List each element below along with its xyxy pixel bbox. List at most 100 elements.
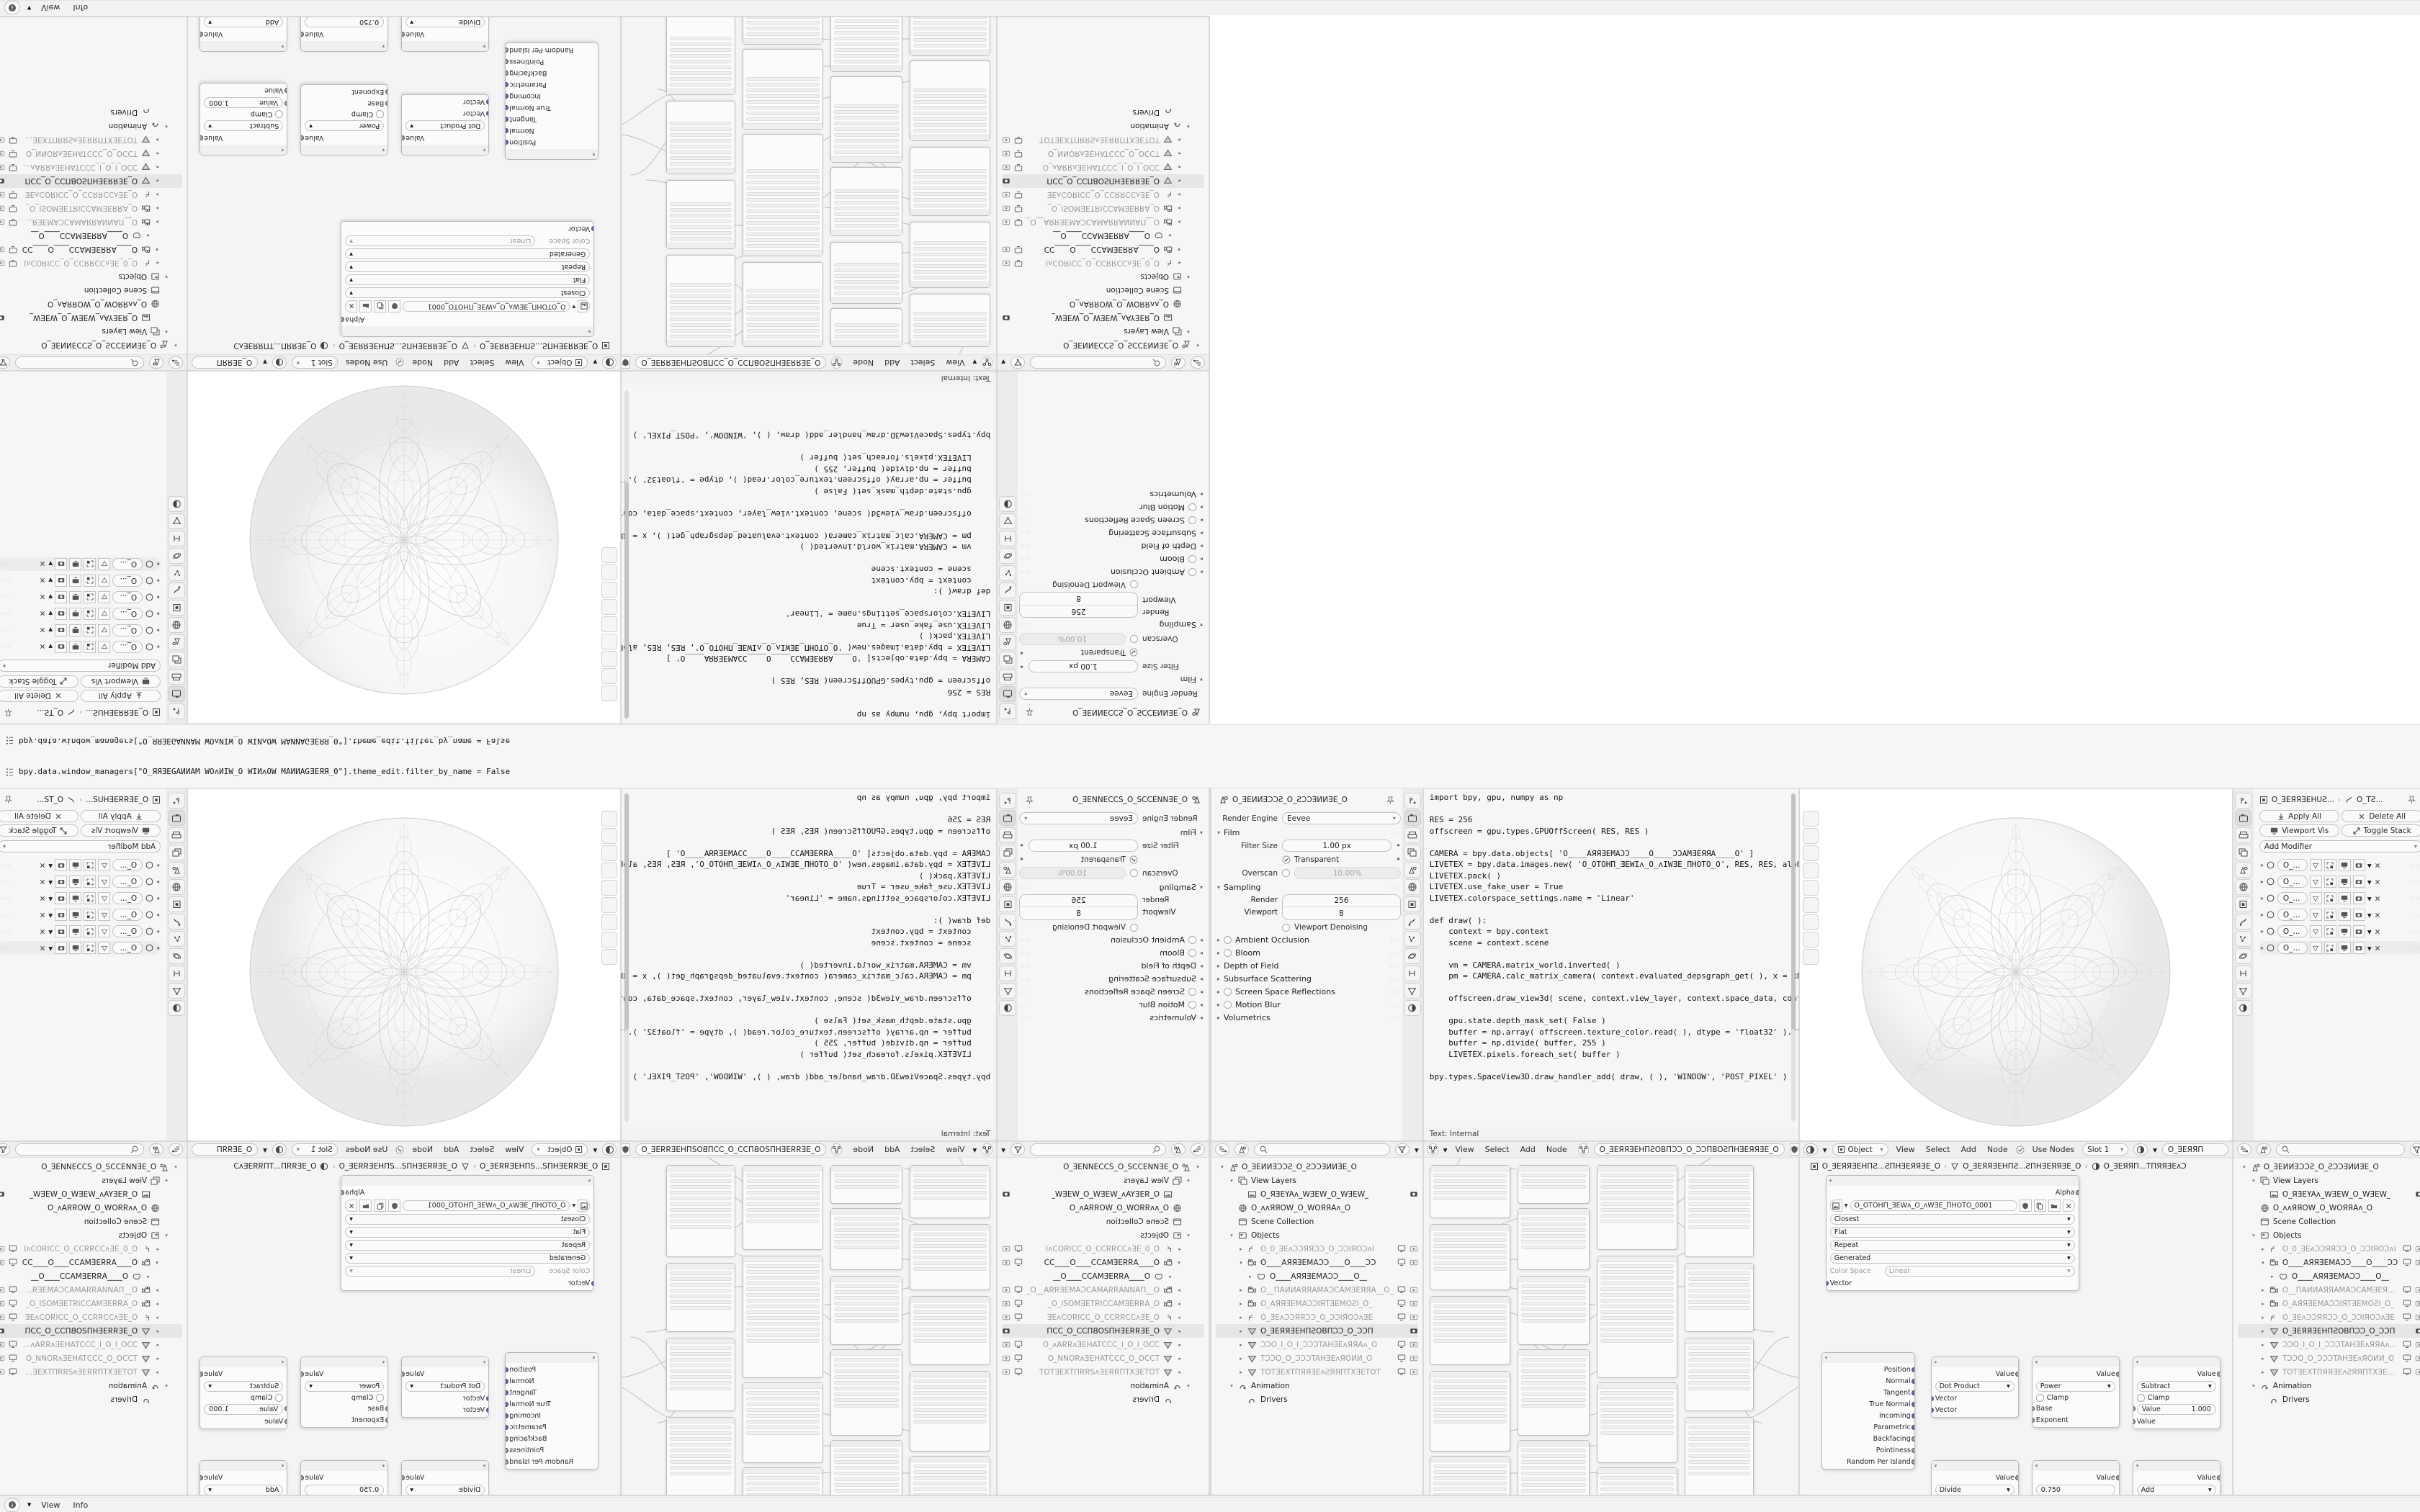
close-x-icon[interactable] [345, 300, 358, 312]
viewport-visibility-icon[interactable] [1014, 218, 1023, 226]
modifier-row[interactable]: ▸ O_... ▾:::: [0, 575, 160, 587]
shader-menu-select[interactable]: Select [470, 358, 495, 367]
shader-editor-icon[interactable] [602, 356, 617, 369]
geometry-node-card[interactable] [830, 1165, 903, 1204]
clamp-checkbox[interactable]: Clamp [305, 1394, 385, 1402]
viewport-visibility-icon[interactable] [9, 204, 17, 212]
animate-dot-icon[interactable]: • [1396, 841, 1401, 850]
viewport-denoising-checkbox[interactable] [1282, 923, 1290, 932]
modifier-row[interactable]: ▸ O_... ▾:::: [0, 624, 160, 636]
image-icon[interactable] [578, 300, 591, 312]
node-field[interactable] [1520, 1223, 1586, 1226]
tool-transform-icon[interactable] [1802, 897, 1819, 913]
node-field[interactable] [1600, 1333, 1674, 1337]
collapsed-section[interactable]: ▸ Bloom:::: [1019, 948, 1203, 958]
tool-properties-tab[interactable] [999, 703, 1017, 719]
clamp-checkbox[interactable]: Clamp [2035, 1394, 2115, 1402]
copy-new-icon[interactable] [374, 1200, 387, 1212]
text-scrollbar[interactable] [1791, 793, 1796, 1122]
render-visibility-icon[interactable] [0, 191, 5, 199]
collapsed-section[interactable]: ▸ Subsurface Scattering:::: [1019, 974, 1203, 984]
outliner-row[interactable]: O_ᴧᴧЯЯOW_O_WOЯЯAᴧ_O [1002, 1201, 1204, 1215]
node-field[interactable] [1688, 1426, 1750, 1429]
outliner-row[interactable]: Scene Collection [2238, 1215, 2420, 1228]
geometry-node-card[interactable] [910, 1165, 991, 1218]
pin-icon[interactable] [1386, 796, 1395, 805]
modifier-name-field[interactable]: O_... [112, 925, 143, 937]
node-field[interactable] [670, 156, 732, 160]
node-field[interactable] [834, 1246, 900, 1249]
transparent-checkbox[interactable] [1282, 855, 1291, 864]
text-editor-body[interactable]: import bpy, gpu, numpy as np RES = 256 o… [622, 789, 997, 1140]
filter-funnel-icon[interactable] [1394, 1143, 1410, 1156]
node-header[interactable] [743, 38, 823, 44]
node-field[interactable] [1433, 1322, 1507, 1326]
outliner-row[interactable]: ▸ O____AЯЯƎEMAƆƆ____O__ [1002, 229, 1204, 243]
outliner-row[interactable]: ▸ TOTƎEXTПЯЯƎEᴧƧЯЯПTXƎETOT [0, 133, 182, 147]
chevron-right-icon[interactable]: ▸ [156, 611, 160, 617]
node-header[interactable] [1518, 1209, 1589, 1215]
viewport-visibility-icon[interactable] [1014, 204, 1023, 212]
node-field[interactable] [746, 221, 820, 225]
geometry-node-card[interactable] [1684, 1338, 1754, 1411]
node-field[interactable] [1520, 1296, 1586, 1300]
viewport-toggle-icon[interactable] [2338, 859, 2351, 871]
render-visibility-icon[interactable] [1410, 1368, 1418, 1376]
toggle-stack-button[interactable]: Toggle Stack [0, 824, 79, 837]
node-field[interactable] [834, 110, 900, 114]
material-slot-dropdown[interactable]: Slot 1 ▾ [291, 356, 338, 369]
geometry-node-card[interactable] [743, 17, 824, 45]
node-field[interactable] [746, 1391, 820, 1395]
use-nodes-checkbox[interactable] [395, 359, 404, 367]
python-source[interactable]: import bpy, gpu, numpy as np RES = 256 o… [1429, 793, 1798, 1081]
viewport-toggle-icon[interactable] [69, 909, 82, 921]
close-x-icon[interactable] [39, 878, 46, 886]
expand-toggle[interactable]: ▸ [1178, 1355, 1180, 1362]
section-grip[interactable]: :::: [1389, 937, 1401, 943]
modifier-row[interactable]: ▸ O_... ▾:::: [2259, 941, 2420, 955]
node-field[interactable] [670, 1197, 732, 1200]
colorspace-dropdown[interactable]: Linear ▾ [345, 1266, 536, 1277]
projection-dropdown[interactable]: Flat ▾ [1829, 1227, 2075, 1238]
node-field[interactable] [670, 1431, 732, 1435]
transparent-checkbox[interactable] [1129, 649, 1138, 657]
viewport-visibility-icon[interactable] [2403, 1300, 2411, 1308]
node-field[interactable] [1433, 1385, 1507, 1389]
shield-fake-user-icon[interactable] [388, 300, 401, 312]
node-field[interactable] [1433, 1493, 1507, 1495]
edit-mode-toggle-icon[interactable] [2309, 892, 2322, 904]
value-field[interactable]: Value 1.000 [2136, 1404, 2216, 1415]
node-field[interactable] [746, 1220, 820, 1223]
section-grip[interactable]: :::: [1019, 989, 1031, 995]
tool-rotate-icon[interactable] [601, 863, 618, 878]
expand-toggle[interactable]: ▾ [174, 1164, 177, 1170]
collapsed-section[interactable]: ▸ Subsurface Scattering:::: [1217, 974, 1401, 984]
edit-mode-toggle-icon[interactable] [98, 859, 111, 871]
viewport-visibility-icon[interactable] [9, 1245, 17, 1253]
node-field[interactable] [1688, 1352, 1750, 1356]
node-field[interactable] [746, 204, 820, 207]
section-film[interactable]: ▾ Film :::: [1019, 675, 1203, 684]
outliner-row[interactable]: O_ЯƎEYAᴧ_WƎEW_O_WƎEW_ [0, 311, 182, 325]
section-grip[interactable]: :::: [1019, 950, 1031, 956]
render-visibility-icon[interactable] [0, 204, 5, 212]
node-field[interactable] [913, 329, 987, 333]
collapsed-section[interactable]: ▸ Depth of Field:::: [1217, 961, 1401, 971]
interpolation-dropdown[interactable]: Closest ▾ [1829, 1214, 2075, 1225]
view-layer-properties-tab[interactable] [2234, 845, 2252, 860]
expand-toggle[interactable]: ▸ [1168, 233, 1171, 239]
node-field[interactable] [670, 127, 732, 131]
material-slot-dropdown[interactable]: Slot 1 ▾ [291, 1143, 338, 1156]
node-field[interactable] [913, 1470, 987, 1474]
node-field[interactable] [746, 1299, 820, 1302]
node-field[interactable] [913, 1328, 987, 1331]
node-field[interactable] [670, 1185, 732, 1189]
geometry-node-card[interactable] [910, 1371, 991, 1452]
expand-toggle[interactable]: ▸ [1178, 164, 1180, 171]
section-grip[interactable]: :::: [1389, 989, 1401, 995]
projection-dropdown[interactable]: Flat ▾ [345, 274, 591, 285]
node-field[interactable] [670, 1225, 732, 1229]
node-field[interactable] [1600, 1493, 1674, 1495]
image-icon[interactable] [1829, 1200, 1842, 1212]
modifier-breadcrumb-object[interactable]: O_ƎEЯЯƎEHᑌƧ... [2271, 795, 2334, 804]
